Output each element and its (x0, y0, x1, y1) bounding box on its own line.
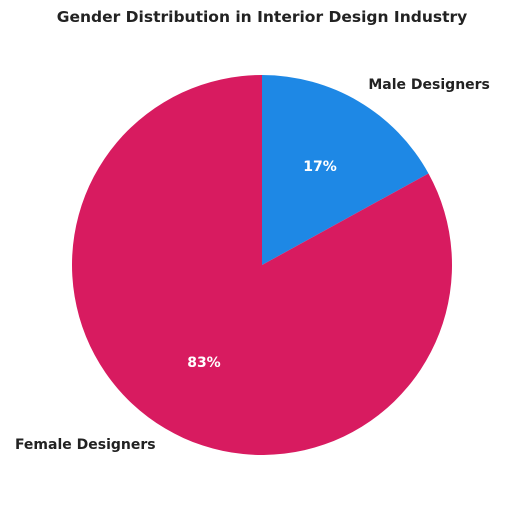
slice-percent-label: 83% (187, 355, 221, 371)
slice-percent-label: 17% (303, 159, 337, 175)
pie-slices (72, 75, 452, 455)
pie-labels: 17% Male Designers 83% Female Designers (15, 77, 490, 453)
slice-category-label: Female Designers (15, 437, 156, 453)
pie-slice-male-designers (262, 75, 429, 265)
slice-category-label: Male Designers (368, 77, 490, 93)
chart-title: Gender Distribution in Interior Design I… (57, 8, 468, 26)
pie-slice-female-designers (72, 75, 452, 455)
